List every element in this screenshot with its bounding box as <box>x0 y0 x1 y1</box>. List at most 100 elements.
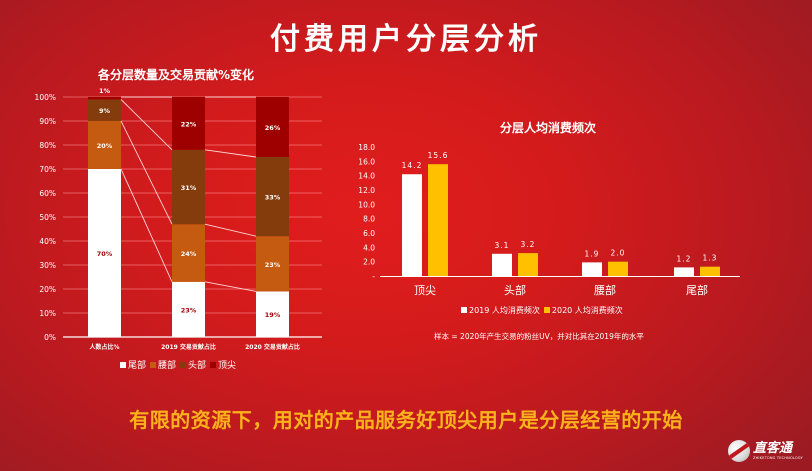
legend-swatch-icon <box>120 362 126 368</box>
legend-label: 头部 <box>188 361 207 371</box>
stacked-bar-segment <box>88 99 121 121</box>
x-category-label: 尾部 <box>686 283 708 297</box>
stacked-bar-segment <box>256 157 289 237</box>
legend-label: 腰部 <box>158 361 177 371</box>
stacked-bar-segment <box>256 236 289 292</box>
legend-swatch-icon <box>543 307 550 313</box>
y-tick-label: 40% <box>39 237 56 246</box>
legend-item: 尾部 <box>120 358 146 371</box>
connector-line <box>204 223 257 237</box>
legend-label: 顶尖 <box>218 361 237 371</box>
data-label: 9% <box>99 107 111 115</box>
bar <box>608 261 628 276</box>
legend-label: 2019 人均消费频次 <box>469 306 540 315</box>
stacked-bar-segment <box>88 97 121 100</box>
y-tick-label: 18.0 <box>358 143 375 152</box>
y-tick-label: 20% <box>39 285 56 294</box>
y-tick-label: 16.0 <box>358 157 375 166</box>
data-label: 3.1 <box>495 241 510 250</box>
page-title: 付费用户分层分析 <box>270 22 542 57</box>
stacked-bar-segment <box>172 97 205 150</box>
logo-subtitle: ZHIKETONG TECHNOLOGY <box>753 455 803 460</box>
connector-line <box>120 168 173 282</box>
bar <box>518 253 538 276</box>
x-category-label: 2020 交易贡献占比 <box>245 343 300 351</box>
data-label: 1% <box>99 87 111 95</box>
data-label: 19% <box>265 311 281 319</box>
data-label: 3.2 <box>521 240 536 249</box>
y-tick-label: 60% <box>39 189 56 198</box>
y-tick-label: 30% <box>39 261 56 270</box>
legend-item: 腰部 <box>150 358 176 371</box>
y-tick-label: 10% <box>39 309 56 318</box>
data-label: 24% <box>181 250 197 258</box>
data-label: 1.3 <box>703 254 718 263</box>
y-tick-label: 80% <box>39 141 56 150</box>
right-chart-legend: 2019 人均消费频次 2020 人均消费频次 <box>461 305 623 316</box>
y-tick-label: 0% <box>44 333 56 342</box>
sample-note: 样本 = 2020年产生交易的粉丝UV，并对比其在2019年的水平 <box>434 332 644 341</box>
bar <box>582 262 602 276</box>
data-label: 26% <box>265 124 281 132</box>
x-category-label: 腰部 <box>594 283 616 297</box>
legend-swatch-icon <box>150 362 157 368</box>
stacked-bar-segment <box>88 121 121 169</box>
connector-line <box>120 120 173 225</box>
x-category-label: 头部 <box>504 283 526 297</box>
legend-item: 头部 <box>180 358 206 371</box>
data-label: 70% <box>97 250 113 258</box>
legend-label: 2020 人均消费频次 <box>551 306 623 315</box>
bar <box>428 164 448 276</box>
left-chart-legend: 尾部 腰部 头部 顶尖 <box>120 358 236 371</box>
y-tick-label: 50% <box>39 213 56 222</box>
x-category-label: 人数占比% <box>89 343 119 351</box>
legend-swatch-icon <box>210 362 217 368</box>
company-logo: 直客通 ZHIKETONG TECHNOLOGY <box>728 440 803 462</box>
y-tick-label: 4.0 <box>363 243 375 252</box>
y-tick-label: 10.0 <box>358 200 375 209</box>
y-tick-label: 90% <box>39 117 56 126</box>
data-label: 15.6 <box>428 151 449 160</box>
bar <box>674 267 694 276</box>
connector-line <box>120 99 173 151</box>
legend-swatch-icon <box>180 362 187 368</box>
conclusion-text: 有限的资源下，用对的产品服务好顶尖用户是分层经营的开始 <box>129 408 683 432</box>
y-tick-label: 6.0 <box>363 229 375 238</box>
y-tick-label: 12.0 <box>358 186 375 195</box>
data-label: 23% <box>265 261 281 269</box>
bar <box>700 266 720 276</box>
left-chart-title: 各分层数量及交易贡献%变化 <box>98 68 255 82</box>
legend-item: 顶尖 <box>210 358 236 371</box>
data-label: 2.0 <box>611 249 626 258</box>
y-tick-label: 100% <box>35 93 56 102</box>
y-tick-label: 70% <box>39 165 56 174</box>
data-label: 31% <box>181 184 197 192</box>
x-category-label: 顶尖 <box>414 284 436 297</box>
logo-name: 直客通 <box>753 440 793 456</box>
stacked-bar-segment <box>88 169 121 337</box>
data-label: 14.2 <box>402 161 423 170</box>
stacked-bar-segment <box>172 281 205 337</box>
data-label: 20% <box>97 142 113 150</box>
y-tick-label: 8.0 <box>363 215 375 224</box>
data-label: 1.9 <box>585 249 600 258</box>
stacked-bar-segment <box>256 291 289 337</box>
data-label: 22% <box>181 120 197 128</box>
legend-item: 2020 人均消费频次 <box>543 305 623 316</box>
y-tick-label: 2.0 <box>363 258 375 267</box>
bar <box>402 174 422 276</box>
data-label: 33% <box>265 194 281 202</box>
y-tick-label: 14.0 <box>358 172 375 181</box>
data-label: 23% <box>181 306 197 314</box>
connector-line <box>204 281 257 292</box>
connector-line <box>204 149 257 158</box>
legend-label: 尾部 <box>128 361 147 371</box>
legend-swatch-icon <box>461 307 467 313</box>
stacked-bar-segment <box>172 224 205 282</box>
right-chart-title: 分层人均消费频次 <box>500 121 597 135</box>
y-tick-label: - <box>372 272 375 281</box>
x-category-label: 2019 交易贡献占比 <box>161 343 216 351</box>
data-label: 1.2 <box>677 254 692 263</box>
legend-item: 2019 人均消费频次 <box>461 305 540 316</box>
